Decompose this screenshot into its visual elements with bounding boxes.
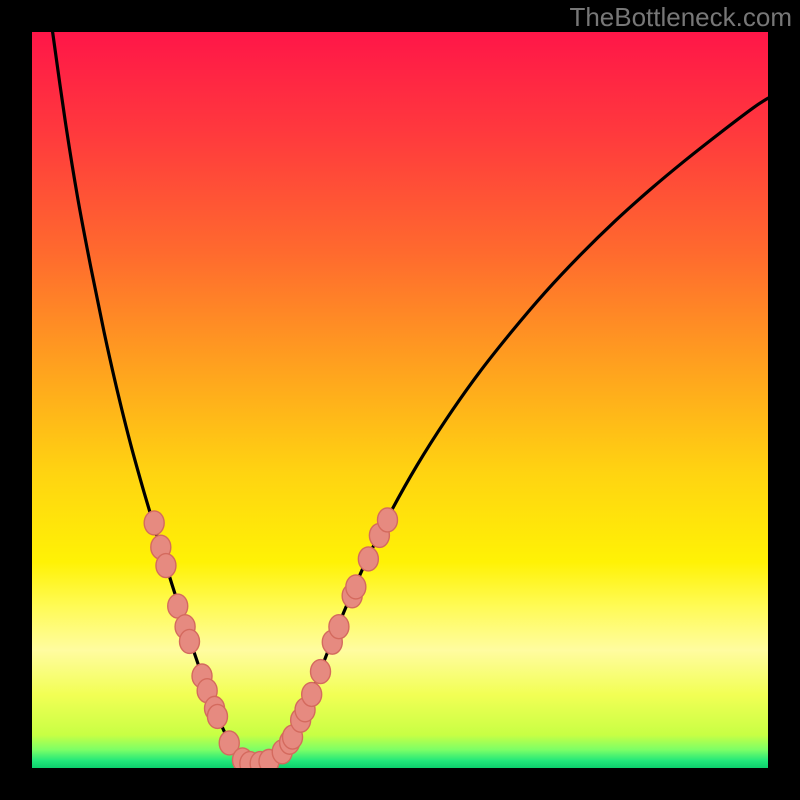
- curve-marker: [311, 660, 331, 684]
- curve-marker: [377, 508, 397, 532]
- watermark-text: TheBottleneck.com: [569, 2, 792, 33]
- chart-svg: [32, 32, 768, 768]
- gradient-background: [32, 32, 768, 768]
- plot-area: [32, 32, 768, 768]
- curve-marker: [144, 511, 164, 535]
- curve-marker: [346, 575, 366, 599]
- curve-marker: [329, 615, 349, 639]
- curve-marker: [302, 682, 322, 706]
- curve-marker: [207, 704, 227, 728]
- curve-marker: [156, 554, 176, 578]
- outer-frame: TheBottleneck.com: [0, 0, 800, 800]
- curve-marker: [180, 629, 200, 653]
- curve-marker: [358, 547, 378, 571]
